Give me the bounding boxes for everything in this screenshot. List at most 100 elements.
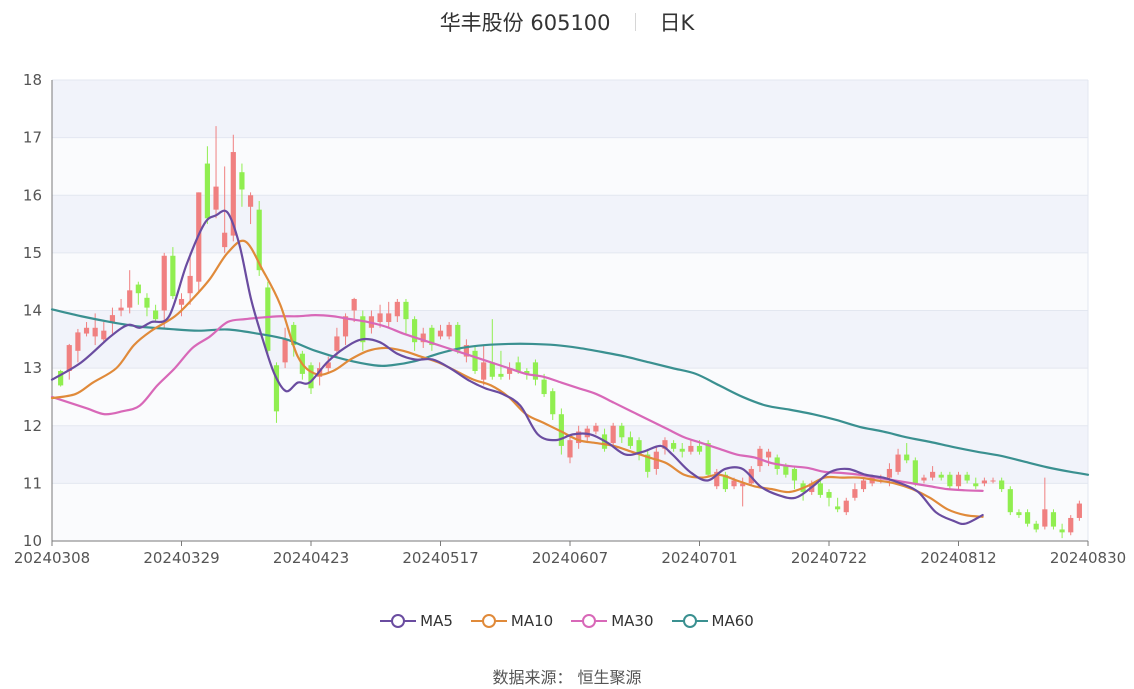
candle-body [92,327,98,337]
candle-body [308,365,314,389]
candle-body [273,365,280,412]
candle-body [58,371,64,386]
candle-body [541,379,547,395]
candle-body [394,301,400,317]
candle-body [860,480,867,490]
x-tick-label: 20240308 [14,549,90,567]
candle-body [412,319,418,343]
data-source-value: 恒生聚源 [577,668,642,687]
candle-body [955,474,962,487]
candle-body [1050,512,1057,527]
candles [58,126,1082,539]
x-tick-label: 20240329 [143,549,219,567]
candle-body [213,186,219,210]
candle-body [981,480,987,484]
candle-body [230,152,236,236]
candle-body [135,284,141,294]
grid-band [52,310,1088,369]
chart-title-stock: 华丰股份 605100 [439,11,611,35]
candle-body [455,324,461,351]
ma10-legend-icon [470,614,507,628]
candle-body [1016,512,1022,516]
y-tick-label: 13 [23,359,42,377]
candle-body [144,297,150,308]
chart-title-period: 日K [659,11,695,35]
candle-body [576,431,582,444]
grid-band [52,80,1088,138]
series-line-ma5 [50,209,984,526]
candle-body [291,324,297,346]
candle-body [852,489,858,498]
legend: MA5 MA10 MA30 MA60 [0,612,1134,630]
candle-body [351,298,357,311]
grid-band [52,368,1088,426]
candle-body [973,483,979,487]
legend-label-ma30: MA30 [611,612,654,630]
candle-body [109,315,116,323]
candle-body [342,316,349,337]
grid-band [52,483,1088,541]
candle-body [481,362,487,380]
candle-body [247,195,254,207]
candle-body [688,445,694,452]
candle-body [118,307,124,311]
candle-body [791,468,798,481]
x-tick-label: 20240701 [661,549,737,567]
legend-item-ma5[interactable]: MA5 [380,612,453,630]
candle-body [679,448,685,452]
ma5-legend-icon [380,614,417,628]
ma60-legend-icon [671,614,708,628]
candle-body [446,324,452,337]
candle-body [256,209,262,271]
candle-body [947,474,953,487]
x-tick-label: 20240812 [920,549,996,567]
candle-body [153,310,159,320]
candle-body [282,339,288,363]
candle-body [437,330,444,337]
candle-body [567,440,573,458]
data-source: 数据来源： 恒生聚源 [0,664,1134,688]
candle-body [506,368,513,374]
candle-body [558,414,564,446]
ma30-legend-icon [571,614,608,628]
candle-body [489,362,495,377]
candle-body [515,362,521,372]
candle-body [593,425,599,432]
candle-body [222,232,228,248]
candle-body [75,332,81,351]
candle-body [101,330,107,340]
y-tick-label: 17 [23,129,42,147]
candle-body [705,443,711,475]
candle-body [161,255,167,311]
candle-body [619,425,625,438]
candle-body [524,371,530,374]
candle-body [964,474,970,481]
candle-body [325,362,331,369]
y-tick-label: 10 [23,532,42,550]
legend-item-ma10[interactable]: MA10 [470,612,553,630]
legend-item-ma60[interactable]: MA60 [671,612,754,630]
data-source-label: 数据来源： [492,668,573,687]
candle-body [334,336,340,351]
candle-body [127,290,133,308]
legend-item-ma30[interactable]: MA30 [571,612,654,630]
title-separator [634,13,636,31]
candle-body [1042,509,1048,527]
y-tick-label: 18 [23,71,42,89]
candle-body [930,471,936,478]
candle-body [645,454,651,472]
candle-body [817,483,823,495]
y-tick-label: 15 [23,244,42,262]
y-tick-label: 16 [23,186,42,204]
y-tick-label: 11 [23,474,42,492]
grid-band [52,252,1088,311]
candle-body [835,506,841,510]
legend-label-ma60: MA60 [711,612,754,630]
series-line-ma30 [50,314,984,492]
candle-body [420,333,426,343]
candle-body [239,172,245,190]
candle-body [377,313,383,323]
candle-body [843,500,849,513]
candle-body [895,454,901,472]
